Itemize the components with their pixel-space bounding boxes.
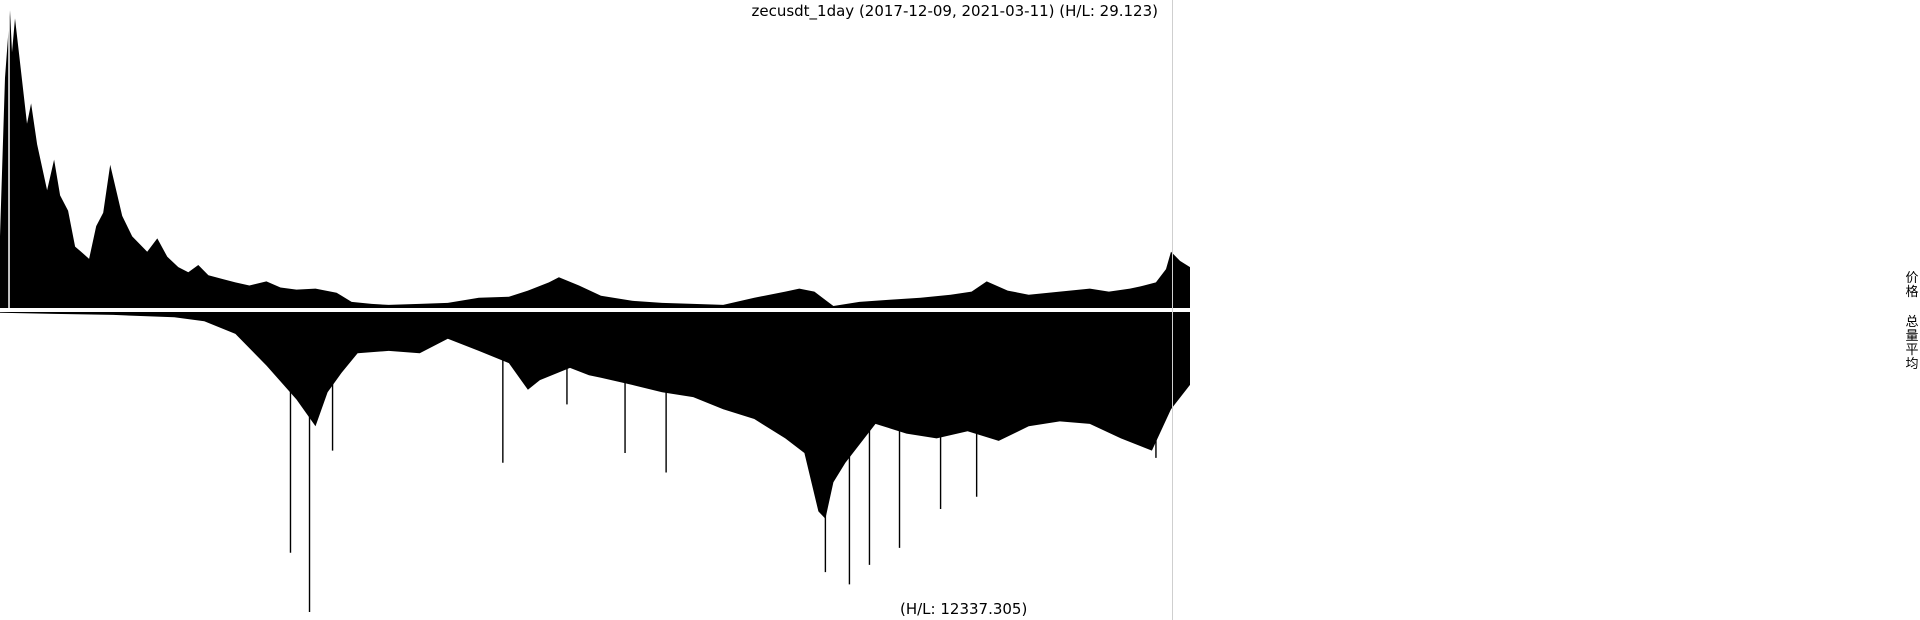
- volume-max-label: (H/L: 12337.305): [900, 600, 1028, 618]
- volume-layer: [0, 312, 1190, 612]
- legend-volume-label: 总量平均: [1905, 315, 1919, 372]
- chart-title: zecusdt_1day (2017-12-09, 2021-03-11) (H…: [751, 2, 1158, 20]
- legend-price-label: 价格: [1905, 271, 1919, 300]
- price-area: [0, 10, 1190, 308]
- price-layer: [0, 10, 1190, 308]
- panel-divider-line: [1172, 0, 1173, 620]
- volume-area: [0, 312, 1190, 519]
- panel-separator: [0, 308, 1190, 312]
